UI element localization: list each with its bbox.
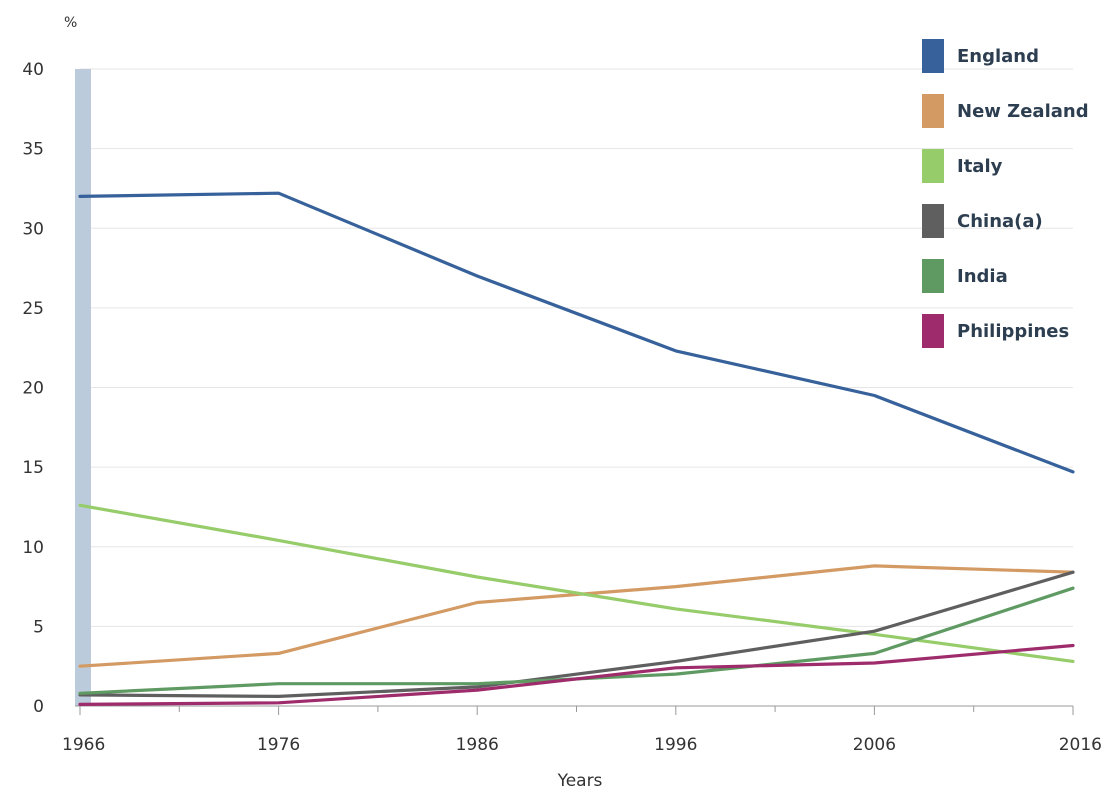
x-axis-tick-labels: 1966 1976 1986 1996 2006 2016	[62, 735, 1102, 755]
y-axis-tick-labels: 0 5 10 15 20 25 30 35 40	[22, 60, 44, 717]
y-tick-label: 35	[22, 140, 44, 160]
x-tick-label: 2016	[1059, 735, 1102, 755]
x-tick-label: 1986	[456, 735, 499, 755]
y-tick-label: 0	[33, 697, 44, 717]
x-tick-label: 2006	[853, 735, 896, 755]
grid-lines	[80, 68, 1073, 627]
y-tick-label: 5	[33, 617, 44, 637]
x-tick-label: 1966	[62, 735, 105, 755]
legend-label-china-a: China(a)	[957, 211, 1043, 232]
legend: England New Zealand Italy China(a) India Phil…	[922, 39, 1089, 348]
series-line-italy	[78, 503, 1075, 664]
y-tick-label: 25	[22, 299, 44, 319]
legend-swatch-china-a	[922, 204, 944, 238]
x-tick-label: 1976	[257, 735, 300, 755]
legend-swatch-new-zealand	[922, 94, 944, 128]
legend-swatch-philippines	[922, 314, 944, 348]
legend-swatch-england	[922, 39, 944, 73]
series-lines	[78, 191, 1075, 707]
legend-label-italy: Italy	[957, 156, 1003, 177]
y-axis-band	[75, 69, 91, 706]
legend-swatch-india	[922, 259, 944, 293]
x-axis-title: Years	[557, 771, 603, 791]
x-tick-label: 1996	[654, 735, 697, 755]
y-tick-label: 10	[22, 538, 44, 558]
y-tick-label: 40	[22, 60, 44, 80]
y-tick-label: 30	[22, 219, 44, 239]
legend-label-england: England	[957, 46, 1039, 67]
y-unit-label: %	[64, 15, 77, 31]
series-line-england	[78, 191, 1075, 474]
x-axis-ticks	[79, 706, 1074, 715]
y-tick-label: 20	[22, 379, 44, 399]
series-line-china-a	[78, 570, 1075, 699]
legend-label-india: India	[957, 266, 1008, 287]
y-tick-label: 15	[22, 458, 44, 478]
series-line-philippines	[78, 643, 1075, 707]
legend-label-philippines: Philippines	[957, 321, 1069, 342]
legend-label-new-zealand: New Zealand	[957, 101, 1089, 122]
legend-swatch-italy	[922, 149, 944, 183]
